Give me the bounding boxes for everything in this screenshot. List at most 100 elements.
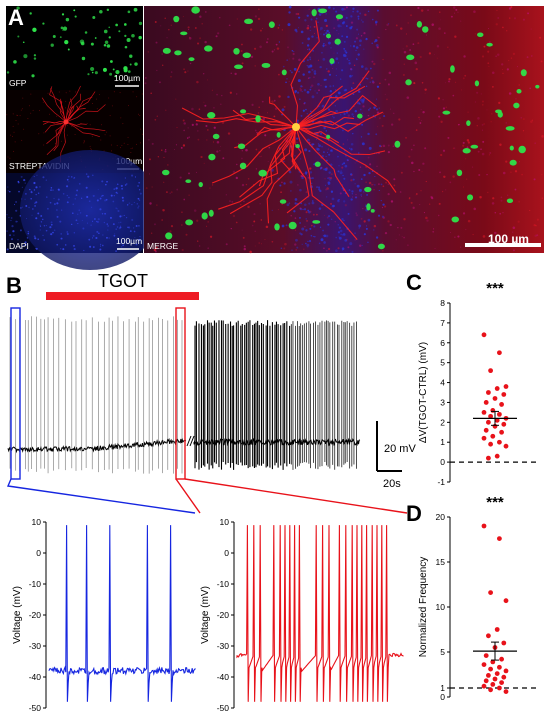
gfp-cell [22, 41, 25, 44]
texture-dot [489, 152, 492, 154]
texture-dot [483, 45, 486, 48]
texture-dot [100, 139, 102, 141]
data-point [503, 668, 509, 674]
texture-dot [466, 139, 470, 142]
nucleus [23, 244, 26, 247]
texture-dot [287, 46, 289, 49]
nucleus [328, 108, 330, 111]
texture-dot [253, 220, 256, 223]
texture-dot [498, 101, 501, 104]
nucleus [43, 239, 46, 241]
nucleus [53, 198, 55, 200]
texture-dot [399, 191, 402, 193]
nucleus [15, 220, 18, 223]
nucleus [25, 248, 27, 250]
nucleus [33, 175, 35, 178]
texture-dot [364, 13, 367, 17]
nucleus [105, 198, 108, 201]
texture-dot [243, 245, 246, 248]
texture-dot [243, 200, 245, 202]
nucleus [374, 39, 378, 42]
texture-dot [402, 48, 404, 50]
nucleus [282, 65, 285, 68]
nucleus [288, 202, 291, 204]
nucleus [325, 68, 328, 70]
data-point [492, 396, 498, 401]
texture-dot [360, 217, 363, 220]
nucleus [106, 223, 108, 225]
texture-dot [466, 146, 469, 149]
texture-dot [334, 221, 336, 223]
nucleus [330, 149, 333, 153]
nucleus [95, 220, 98, 223]
texture-dot [254, 245, 256, 247]
nucleus [45, 229, 48, 232]
dendrite [258, 126, 297, 187]
voltage-scale-label: 20 mV [384, 443, 416, 455]
texture-dot [481, 129, 484, 131]
texture-dot [260, 219, 263, 221]
nucleus [104, 199, 107, 202]
nucleus [300, 233, 303, 236]
nucleus [306, 14, 309, 17]
texture-dot [402, 73, 405, 77]
data-point [481, 662, 487, 667]
nucleus [86, 222, 88, 224]
nucleus [319, 66, 322, 69]
nucleus [328, 73, 332, 76]
nucleus [295, 137, 299, 140]
nucleus [325, 32, 328, 34]
texture-dot [267, 161, 269, 162]
nucleus [307, 240, 309, 243]
dendrite [49, 86, 67, 123]
nucleus [316, 186, 319, 189]
nucleus [309, 110, 312, 113]
texture-dot [410, 14, 413, 17]
texture-dot [162, 64, 164, 66]
nucleus [325, 159, 328, 162]
texture-dot [188, 172, 190, 175]
texture-dot [420, 9, 424, 12]
y-tick-label: 3 [440, 397, 445, 407]
gfp-cell [59, 36, 62, 39]
texture-dot [187, 70, 189, 72]
gfp-cell [173, 15, 180, 23]
nucleus [307, 209, 310, 212]
nucleus [310, 18, 313, 21]
gfp-cell [456, 169, 463, 177]
red-zoom-line [175, 478, 201, 514]
nucleus [325, 234, 329, 238]
texture-dot [32, 109, 34, 111]
texture-dot [138, 113, 140, 115]
nucleus [346, 158, 349, 162]
nucleus [311, 201, 315, 205]
texture-dot [395, 24, 398, 27]
nucleus [299, 158, 302, 160]
nucleus [355, 58, 358, 61]
texture-dot [213, 126, 216, 129]
nucleus [133, 230, 136, 233]
texture-dot [370, 76, 373, 79]
nucleus [126, 204, 129, 206]
nucleus [92, 194, 95, 197]
texture-dot [182, 119, 185, 122]
texture-dot [384, 93, 386, 95]
texture-dot [467, 219, 471, 223]
nucleus [299, 217, 301, 219]
nucleus [359, 12, 362, 15]
texture-dot [327, 70, 330, 73]
nucleus [323, 241, 326, 244]
texture-dot [508, 60, 510, 62]
nucleus [318, 186, 321, 189]
nucleus [298, 16, 301, 19]
texture-dot [176, 126, 178, 129]
texture-dot [227, 132, 231, 135]
data-point [486, 419, 491, 425]
texture-dot [529, 209, 531, 212]
y-tick-label: -40 [217, 672, 230, 682]
texture-dot [409, 49, 412, 51]
nucleus [309, 26, 312, 28]
nucleus [21, 186, 24, 189]
nucleus [21, 198, 23, 200]
texture-dot [16, 114, 18, 116]
